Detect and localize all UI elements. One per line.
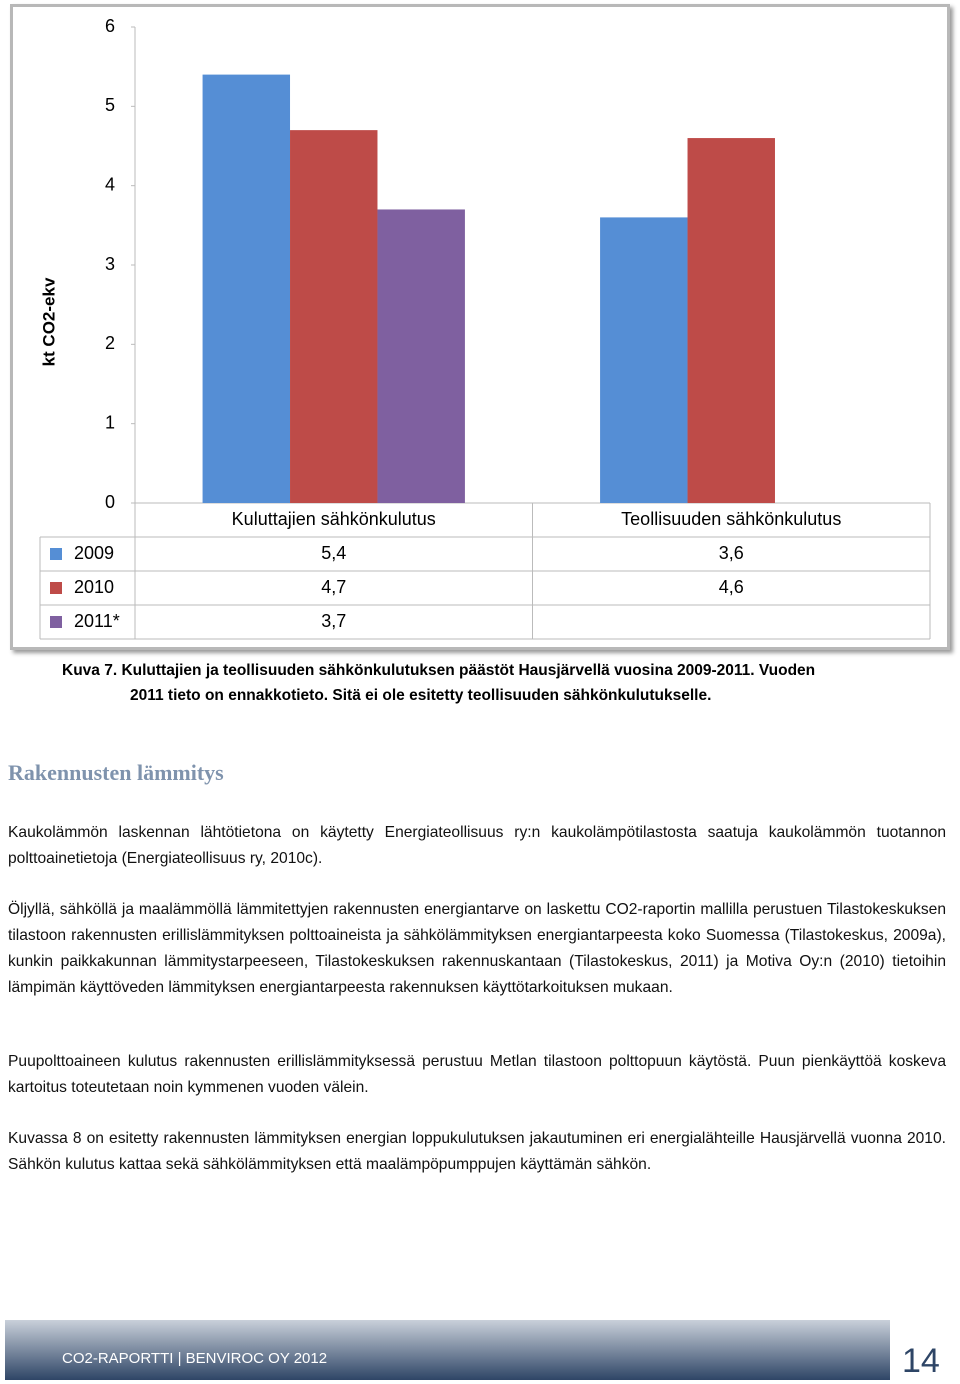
y-axis-label: kt CO2-ekv <box>39 277 58 366</box>
footer-text: CO2-RAPORTTI | BENVIROC OY 2012 <box>62 1350 328 1367</box>
legend-key <box>50 616 62 628</box>
legend-key <box>50 548 62 560</box>
y-tick-label: 2 <box>105 333 115 353</box>
table-value: 3,6 <box>719 543 744 563</box>
legend-label: 2010 <box>74 577 114 597</box>
y-tick-label: 1 <box>105 412 115 432</box>
footer-bar <box>5 1320 890 1380</box>
table-value: 5,4 <box>321 543 346 563</box>
legend-label: 2009 <box>74 543 114 563</box>
paragraph: Puupolttoaineen kulutus rakennusten eril… <box>8 1053 946 1096</box>
page-number: 14 <box>902 1342 940 1380</box>
table-value: 4,6 <box>719 577 744 597</box>
section-heading: Rakennusten lämmitys <box>8 760 224 785</box>
y-tick-label: 6 <box>105 16 115 36</box>
table-value: 4,7 <box>321 577 346 597</box>
bar <box>377 209 465 503</box>
legend-label: 2011* <box>74 611 120 631</box>
y-tick-label: 0 <box>105 492 115 512</box>
caption-line: Kuva 7. Kuluttajien ja teollisuuden sähk… <box>62 662 816 679</box>
chart: kt CO2-ekv 0 1 2 3 4 5 6 Kuluttajien sähkönkulu… <box>39 16 931 640</box>
y-tick-label: 5 <box>105 95 115 115</box>
category-label: Teollisuuden sähkönkulutus <box>621 509 841 529</box>
legend-key <box>50 582 62 594</box>
caption-line: 2011 tieto on ennakkotieto. Sitä ei ole … <box>130 687 712 704</box>
y-tick-label: 3 <box>105 254 115 274</box>
bar <box>290 130 378 503</box>
bar <box>600 217 688 503</box>
chart-frame <box>10 4 950 650</box>
paragraph: Kuvassa 8 on esitetty rakennusten lämmit… <box>8 1130 946 1173</box>
table-value: 3,7 <box>321 611 346 631</box>
paragraph: Öljyllä, sähköllä ja maalämmöllä lämmite… <box>8 901 946 996</box>
bar <box>687 138 775 504</box>
category-label: Kuluttajien sähkönkulutus <box>232 509 436 529</box>
paragraph: Kaukolämmön laskennan lähtötietona on kä… <box>8 824 946 867</box>
y-tick-label: 4 <box>105 174 115 194</box>
bar <box>202 74 291 503</box>
